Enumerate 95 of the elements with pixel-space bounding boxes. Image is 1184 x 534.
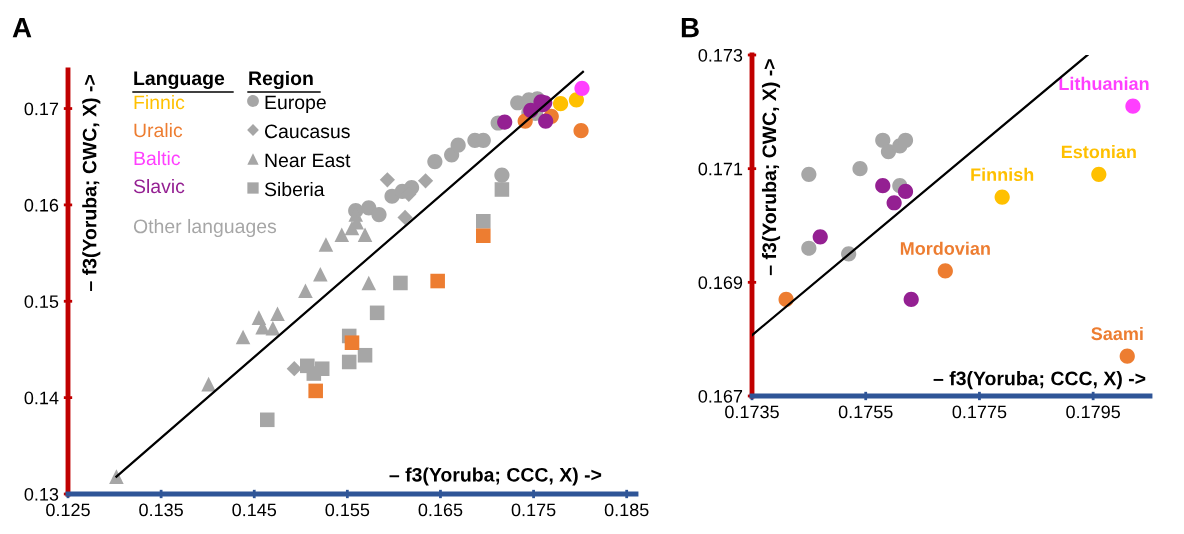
series-label: Mordovian (900, 241, 990, 255)
point (552, 96, 569, 112)
series-label: Finnish (971, 167, 1034, 182)
y-tick-label: 0.16 (24, 198, 59, 212)
point (379, 172, 395, 188)
chart-title: B (681, 18, 699, 38)
point (494, 182, 510, 197)
point (1119, 348, 1135, 364)
point (1125, 98, 1141, 114)
point (573, 123, 589, 139)
y-tick-label: 0.17 (24, 102, 59, 116)
x-tick-label: 0.185 (604, 503, 649, 517)
point (852, 161, 868, 177)
y-tick-label: 0.15 (24, 295, 59, 308)
series-label: Saami (1091, 326, 1143, 341)
legend-label: Europe (265, 95, 326, 114)
y-tick-label: 0.169 (698, 276, 743, 290)
point (318, 237, 334, 252)
point (476, 228, 491, 244)
x-axis-title: – f3(Yoruba; CCC, X) -> (933, 371, 1146, 390)
text: Slavic (133, 178, 185, 194)
point (308, 383, 323, 399)
point (201, 376, 216, 392)
point (450, 137, 466, 153)
point (430, 273, 445, 289)
point (417, 173, 434, 189)
y-tick-label: 0.13 (24, 487, 59, 501)
x-tick-label: 0.1775 (952, 405, 1007, 419)
x-tick-label: 0.175 (511, 503, 556, 517)
point (897, 183, 914, 200)
legend-label: Near East (265, 153, 351, 168)
point (875, 178, 891, 194)
point (497, 114, 513, 130)
point (265, 320, 281, 336)
chart-title: A (12, 18, 32, 38)
point (897, 132, 914, 148)
legend-title: Language (134, 71, 225, 90)
y-axis-title: – f3(Yoruba; CWC, X) -> (761, 59, 781, 276)
y-tick-label: 0.171 (698, 162, 743, 176)
x-tick-label: 0.135 (139, 503, 183, 517)
point (357, 347, 373, 363)
text: Uralic (134, 122, 183, 138)
point (341, 354, 357, 370)
point (334, 227, 350, 243)
point (494, 167, 510, 183)
y-tick-label: 0.14 (24, 391, 59, 405)
x-tick-label: 0.155 (325, 503, 370, 517)
legend-label: Siberia (264, 181, 325, 197)
y-axis-title: – f3(Yoruba; CWC, X) -> (82, 75, 101, 291)
point (397, 209, 413, 226)
point (298, 283, 313, 298)
annotation: Other languages (133, 218, 277, 238)
point (393, 275, 408, 291)
text: Baltic (134, 150, 181, 166)
point (270, 306, 285, 322)
point (1091, 166, 1107, 182)
point (476, 214, 491, 229)
annotation: Region (249, 70, 313, 90)
x-axis-title: – f3(Yoruba; CCC, X) -> (389, 467, 602, 486)
point (937, 263, 953, 279)
point (306, 366, 322, 381)
y-tick-label: 0.173 (698, 48, 743, 62)
x-tick-label: 0.1755 (838, 405, 893, 419)
point (886, 195, 902, 211)
point (361, 275, 377, 291)
y-tick-label: 0.167 (698, 389, 743, 403)
point (369, 305, 385, 321)
series-label: Estonian (1061, 145, 1136, 159)
x-tick-label: 0.1795 (1066, 405, 1120, 419)
point (109, 469, 124, 484)
point (538, 113, 554, 129)
point (812, 229, 828, 245)
x-tick-label: 0.1735 (725, 405, 779, 419)
series-label: Lithuanian (1059, 76, 1149, 91)
point (994, 189, 1010, 205)
point (801, 166, 817, 182)
point (568, 92, 585, 108)
point (880, 144, 897, 160)
x-tick-label: 0.125 (46, 503, 90, 517)
point (875, 132, 891, 148)
point (371, 206, 387, 223)
point (286, 361, 302, 377)
point (574, 80, 590, 96)
point (427, 153, 443, 170)
point (235, 329, 251, 345)
text: Finnic (134, 94, 185, 110)
legend-label: Caucasus (264, 124, 350, 139)
point (259, 412, 275, 428)
point (801, 240, 817, 256)
point (344, 335, 360, 350)
x-tick-label: 0.165 (418, 503, 463, 517)
point (357, 227, 373, 243)
x-tick-label: 0.145 (232, 503, 277, 517)
point (313, 267, 328, 282)
point (903, 291, 919, 307)
